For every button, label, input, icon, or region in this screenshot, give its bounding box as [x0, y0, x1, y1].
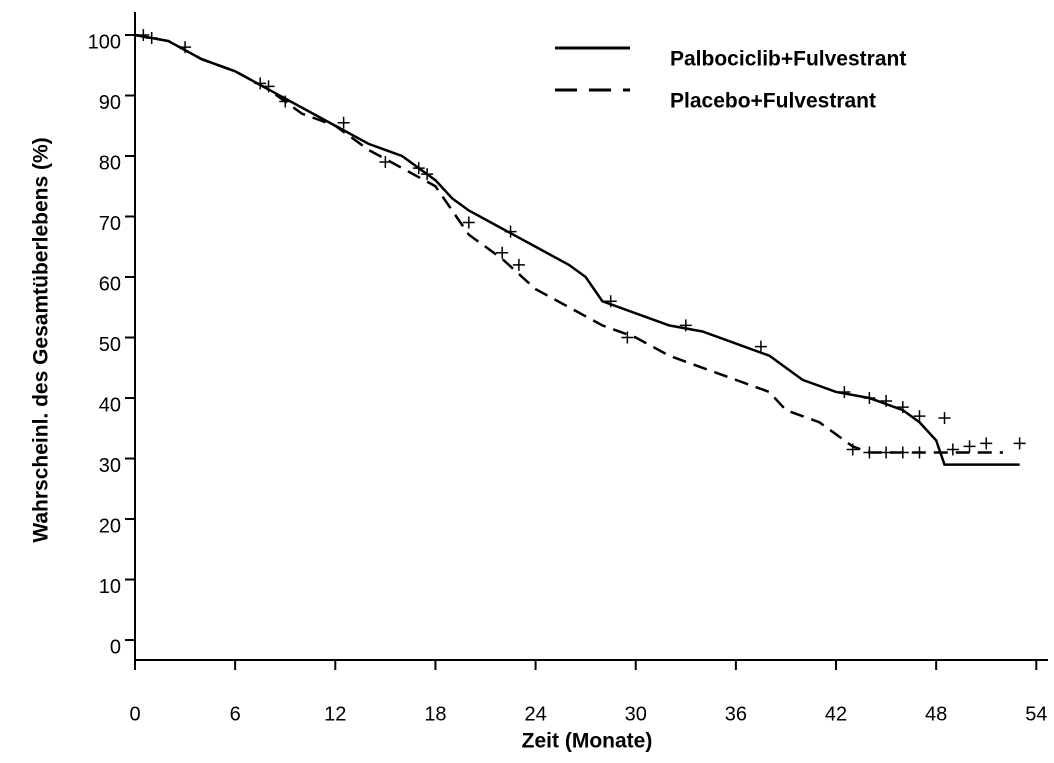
censor-mark — [412, 162, 425, 175]
censor-mark — [913, 446, 926, 459]
survival-line — [134, 33, 1020, 466]
y-tick-label: 50 — [99, 334, 121, 356]
censor-mark — [896, 401, 909, 414]
x-tick-label: 18 — [424, 703, 446, 725]
censor-mark — [679, 319, 692, 332]
censor-mark — [421, 168, 434, 181]
x-axis-label: Zeit (Monate) — [522, 730, 653, 753]
x-tick-label: 6 — [230, 703, 241, 725]
censor-mark — [137, 28, 150, 41]
y-tick-label: 30 — [99, 455, 121, 477]
y-axis-label: Wahrscheinl. des Gesamtüberlebens (%) — [30, 137, 53, 542]
y-tick-label: 90 — [99, 92, 121, 114]
censor-mark — [963, 440, 976, 453]
censor-mark — [863, 392, 876, 405]
censor-mark — [604, 295, 617, 308]
censor-mark — [913, 410, 926, 423]
censor-mark — [980, 437, 993, 450]
censor-mark — [880, 446, 893, 459]
legend-label: Placebo+Fulvestrant — [670, 90, 876, 113]
y-tick-label: 0 — [110, 636, 121, 658]
censor-mark — [754, 340, 767, 353]
censor-mark — [846, 443, 859, 456]
censor-mark — [504, 225, 517, 238]
censor-mark — [512, 258, 525, 271]
x-tick-label: 12 — [324, 703, 346, 725]
censor-mark — [880, 395, 893, 408]
y-tick-label: 60 — [99, 273, 121, 295]
y-tick-label: 80 — [99, 152, 121, 174]
x-tick-label: 0 — [129, 703, 140, 725]
x-tick-label: 30 — [625, 703, 647, 725]
censor-mark — [621, 331, 634, 344]
x-tick-label: 54 — [1025, 703, 1047, 725]
y-tick-label: 100 — [88, 31, 121, 53]
legend-label: Palbociclib+Fulvestrant — [670, 48, 906, 71]
y-tick-label: 70 — [99, 213, 121, 235]
y-tick-label: 10 — [99, 576, 121, 598]
censor-mark — [379, 156, 392, 169]
x-tick-label: 42 — [825, 703, 847, 725]
censor-mark — [896, 446, 909, 459]
x-tick-label: 48 — [925, 703, 947, 725]
censor-mark — [254, 77, 267, 90]
survival-line — [134, 33, 1003, 454]
y-tick-label: 20 — [99, 515, 121, 537]
censor-mark — [462, 216, 475, 229]
censor-mark — [938, 411, 951, 424]
censor-mark — [337, 116, 350, 129]
x-tick-label: 36 — [725, 703, 747, 725]
censor-mark — [863, 446, 876, 459]
censor-mark — [946, 443, 959, 456]
censor-mark — [1013, 437, 1026, 450]
censor-mark — [838, 385, 851, 398]
y-tick-label: 40 — [99, 394, 121, 416]
x-tick-label: 24 — [524, 703, 546, 725]
censor-mark — [496, 246, 509, 259]
censor-mark — [279, 95, 292, 108]
